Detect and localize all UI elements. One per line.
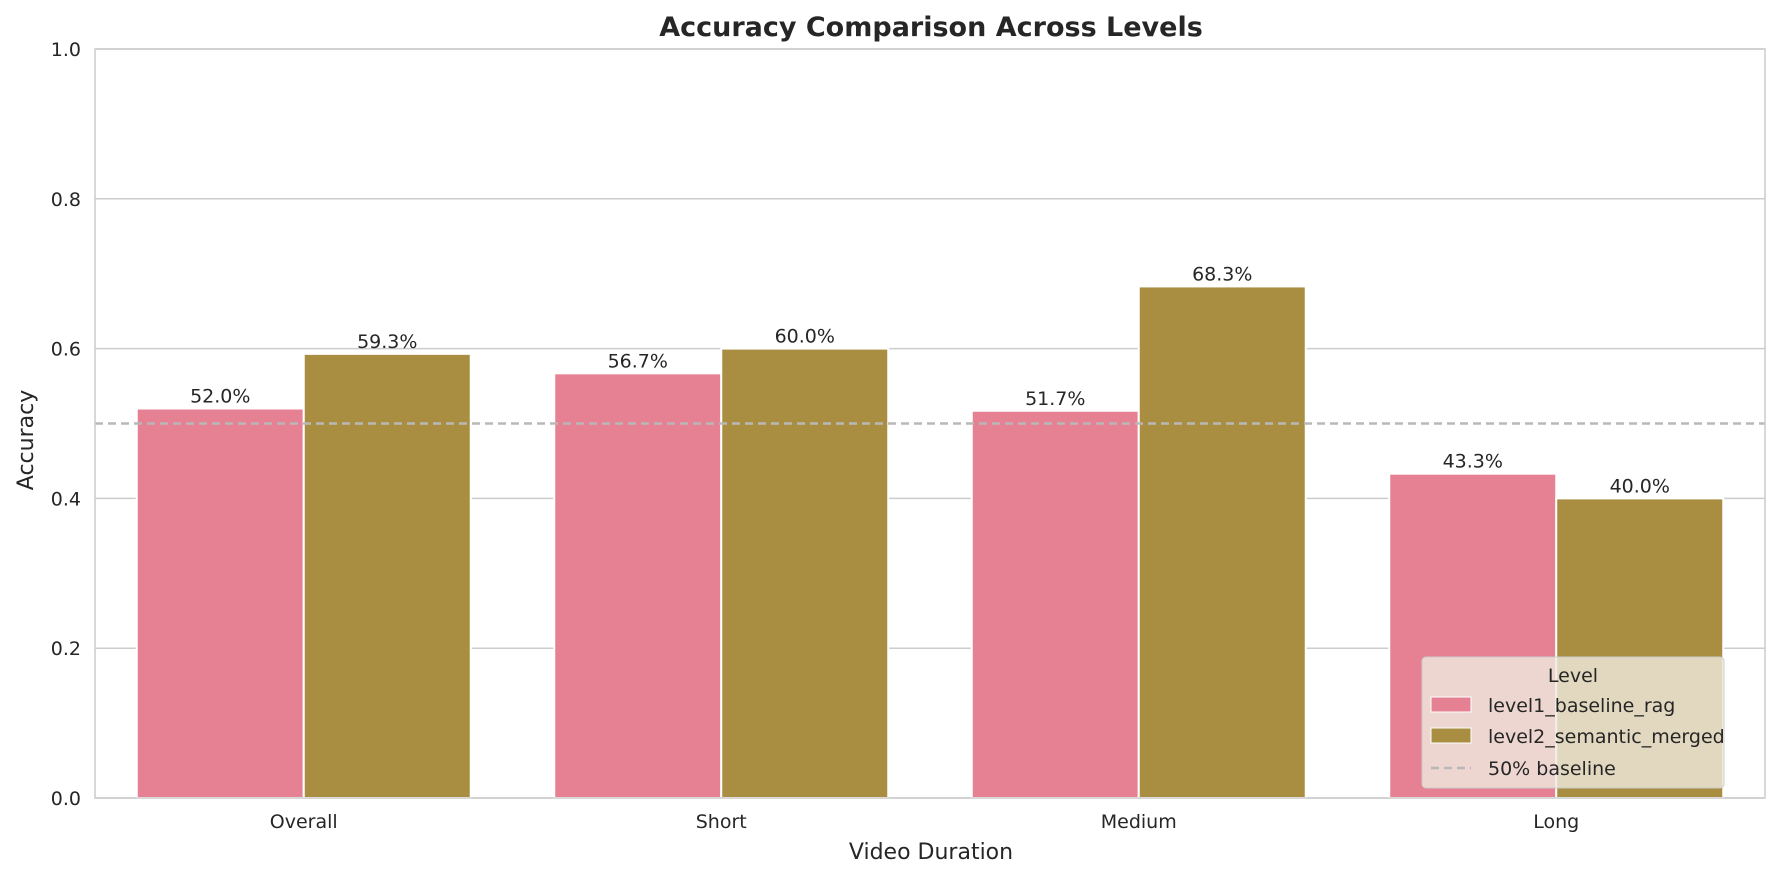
x-tick-label: Overall [270, 811, 338, 833]
legend-swatch-level2 [1430, 727, 1472, 744]
plot-frame [94, 48, 1766, 799]
y-tick-label: 0.4 [51, 488, 81, 510]
chart-title: Accuracy Comparison Across Levels [659, 12, 1203, 43]
plot-border [94, 48, 1766, 799]
bar-level2_semantic_merged-medium [1137, 285, 1307, 799]
y-tick-label: 0.6 [51, 339, 81, 361]
y-tick-label: 0.8 [51, 189, 81, 211]
bar-level2_semantic_merged-short [720, 347, 890, 799]
bar-level1_baseline_rag-medium [970, 409, 1140, 799]
y-tick-label: 0.0 [51, 788, 81, 810]
y-tick-label: 0.2 [51, 638, 81, 660]
value-label: 52.0% [190, 386, 250, 408]
y-tick-labels: 0.0 0.2 0.4 0.6 0.8 1.0 [51, 39, 81, 810]
bar-level1_baseline_rag-overall [135, 407, 305, 799]
x-axis-label: Video Duration [849, 840, 1013, 865]
value-label: 43.3% [1443, 451, 1503, 473]
y-tick-label: 1.0 [51, 39, 81, 61]
value-label: 59.3% [357, 331, 417, 353]
value-label: 56.7% [608, 350, 668, 372]
legend-label-level2: level2_semantic_merged [1488, 726, 1725, 748]
value-label: 60.0% [775, 326, 835, 348]
x-tick-label: Long [1533, 811, 1579, 833]
y-axis-label: Accuracy [14, 390, 39, 490]
legend: Level level1_baseline_rag level2_semanti… [1421, 656, 1725, 789]
value-labels-group: 52.0% 59.3% 56.7% 60.0% 51.7% 68.3% 43.3% 40.0% [190, 263, 1670, 497]
bar-level2_semantic_merged-overall [302, 352, 472, 799]
legend-label-baseline: 50% baseline [1488, 758, 1616, 780]
x-tick-label: Short [696, 811, 747, 833]
value-label: 40.0% [1610, 475, 1670, 497]
legend-title: Level [1548, 665, 1598, 687]
value-label: 68.3% [1192, 263, 1252, 285]
x-tick-label: Medium [1101, 811, 1177, 833]
legend-label-level1: level1_baseline_rag [1488, 695, 1675, 717]
value-label: 51.7% [1025, 388, 1085, 410]
bar-level1_baseline_rag-short [553, 372, 723, 799]
legend-box [1421, 656, 1725, 789]
x-tick-labels: Overall Short Medium Long [270, 811, 1579, 833]
legend-swatch-level1 [1430, 696, 1472, 713]
